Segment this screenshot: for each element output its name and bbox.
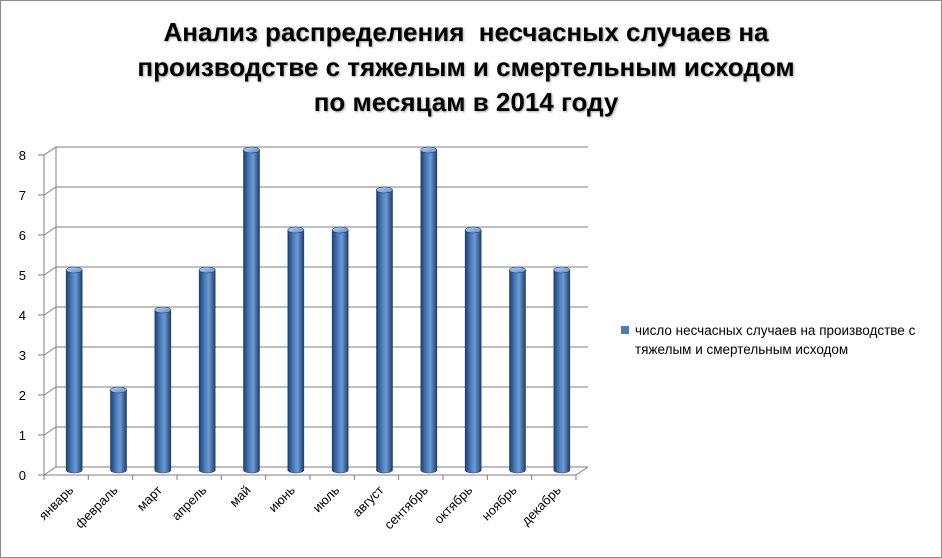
bar-4 [198, 266, 216, 474]
y-tick-label-3: 3 [19, 348, 26, 363]
gridline-8 [43, 146, 588, 156]
x-tick-label-3: март [134, 482, 165, 513]
bar-body-8 [376, 189, 393, 474]
x-tick-label-9: сентябрь [381, 482, 431, 532]
x-tick-label-5: май [226, 483, 253, 510]
bar-body-9 [420, 149, 438, 474]
bar-body-6 [287, 229, 305, 474]
legend: число несчасных случаев на производстве … [621, 321, 939, 359]
x-tick-label-6: июнь [265, 482, 298, 515]
y-tick-label-2: 2 [19, 388, 26, 403]
bar-body-5 [243, 149, 260, 474]
bar-body-1 [65, 269, 83, 474]
bar-layer [65, 146, 571, 474]
bar-cap-7 [331, 226, 349, 234]
y-tick-label-8: 8 [19, 148, 26, 163]
bar-body-3 [154, 309, 172, 474]
y-tick-label-5: 5 [19, 268, 26, 283]
y-tick-label-0: 0 [19, 468, 26, 483]
bar-9 [420, 146, 438, 474]
bar-11 [509, 266, 526, 474]
bar-cap-2 [110, 386, 127, 394]
x-tick-label-7: июль [310, 482, 343, 515]
bar-body-12 [553, 269, 571, 474]
x-tick-label-2: февраль [72, 482, 121, 531]
x-tick-label-12: декабрь [518, 482, 564, 528]
gridline-7 [43, 186, 588, 196]
legend-label: число несчасных случаев на производстве … [635, 323, 916, 357]
y-tick-label-7: 7 [19, 188, 26, 203]
x-tick-label-11: ноябрь [479, 482, 520, 523]
y-tick-label-1: 1 [19, 428, 26, 443]
bar-body-10 [464, 229, 482, 474]
bar-body-2 [110, 389, 127, 474]
bar-6 [287, 226, 305, 474]
bar-5 [243, 146, 260, 474]
bar-body-4 [198, 269, 216, 474]
gridline-2 [43, 386, 588, 396]
bar-cap-6 [287, 226, 305, 234]
x-tick-label-1: январь [36, 482, 77, 523]
legend-swatch [621, 326, 629, 334]
bar-7 [331, 226, 349, 474]
bar-cap-12 [553, 266, 571, 274]
floor-right-edge [575, 466, 589, 476]
gridline-1 [43, 426, 588, 436]
chart-title-line-2: производстве с тяжелым и смертельным исх… [137, 52, 795, 82]
gridline-5 [43, 266, 588, 276]
chart-title: Анализ распределения несчасных случаев н… [41, 15, 891, 120]
bar-cap-9 [420, 146, 438, 154]
gridline-4 [43, 306, 588, 316]
bar-cap-1 [65, 266, 83, 274]
bar-body-11 [509, 269, 526, 474]
bar-3 [154, 306, 172, 474]
x-tick-label-8: август [349, 482, 386, 519]
bar-2 [110, 386, 127, 474]
gridline-0 [43, 466, 588, 476]
bar-10 [464, 226, 482, 474]
grid-layer [38, 146, 589, 480]
bar-cap-5 [243, 146, 260, 154]
x-tick-label-10: октябрь [431, 482, 475, 526]
bar-body-7 [331, 229, 349, 474]
bar-cap-10 [464, 226, 482, 234]
bar-8 [376, 186, 393, 474]
y-tick-label-4: 4 [19, 308, 26, 323]
chart-title-line-1: Анализ распределения несчасных случаев н… [163, 17, 769, 47]
bar-1 [65, 266, 83, 474]
y-tick-label-6: 6 [19, 228, 26, 243]
bar-cap-8 [376, 186, 393, 194]
bar-cap-4 [198, 266, 216, 274]
gridline-6 [43, 226, 588, 236]
gridline-3 [43, 346, 588, 356]
bar-cap-3 [154, 306, 172, 314]
bar-12 [553, 266, 571, 474]
x-tick-label-4: апрель [169, 482, 210, 523]
chart-title-line-3: по месяцам в 2014 году [313, 87, 619, 117]
bar-cap-11 [509, 266, 526, 274]
